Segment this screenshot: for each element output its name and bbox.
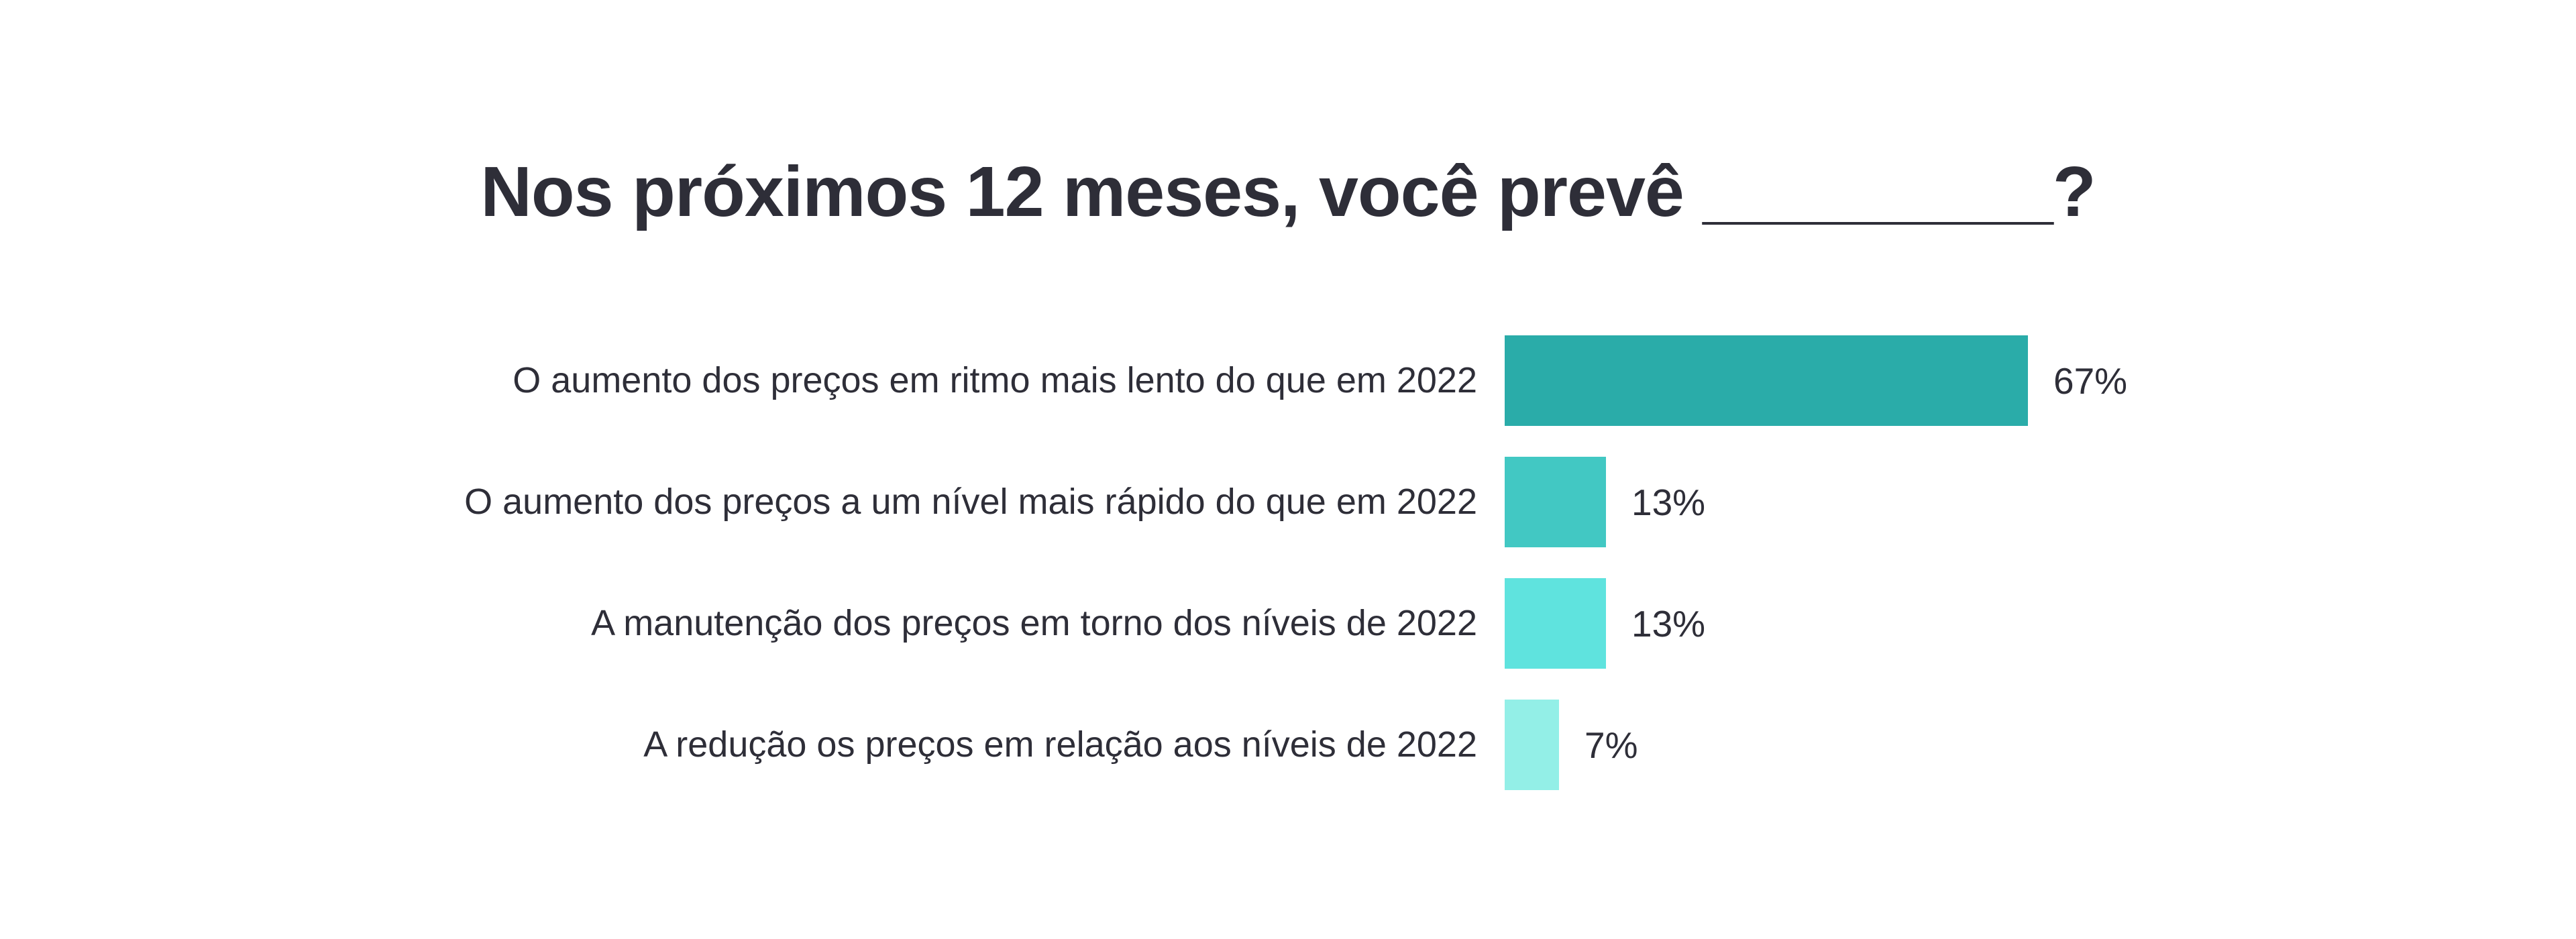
- bar-row: A redução os preços em relação aos nívei…: [0, 684, 2576, 806]
- bar-row: O aumento dos preços a um nível mais ráp…: [0, 441, 2576, 563]
- bar-row: A manutenção dos preços em torno dos nív…: [0, 563, 2576, 684]
- value-label: 67%: [2053, 360, 2128, 402]
- chart-title: Nos próximos 12 meses, você prevê ______…: [480, 152, 2096, 231]
- value-label: 7%: [1585, 724, 1638, 766]
- category-label: O aumento dos preços em ritmo mais lento…: [513, 360, 1477, 401]
- category-label: A manutenção dos preços em torno dos nív…: [591, 603, 1477, 644]
- category-label: A redução os preços em relação aos nívei…: [643, 724, 1477, 765]
- bar-chart: O aumento dos preços em ritmo mais lento…: [0, 320, 2576, 806]
- category-label: O aumento dos preços a um nível mais ráp…: [464, 482, 1477, 522]
- bar-row: O aumento dos preços em ritmo mais lento…: [0, 320, 2576, 441]
- bar[interactable]: [1505, 700, 1559, 790]
- bar[interactable]: [1505, 457, 1606, 547]
- bar[interactable]: [1505, 335, 2028, 426]
- value-label: 13%: [1631, 602, 1706, 645]
- value-label: 13%: [1631, 481, 1706, 523]
- bar[interactable]: [1505, 578, 1606, 669]
